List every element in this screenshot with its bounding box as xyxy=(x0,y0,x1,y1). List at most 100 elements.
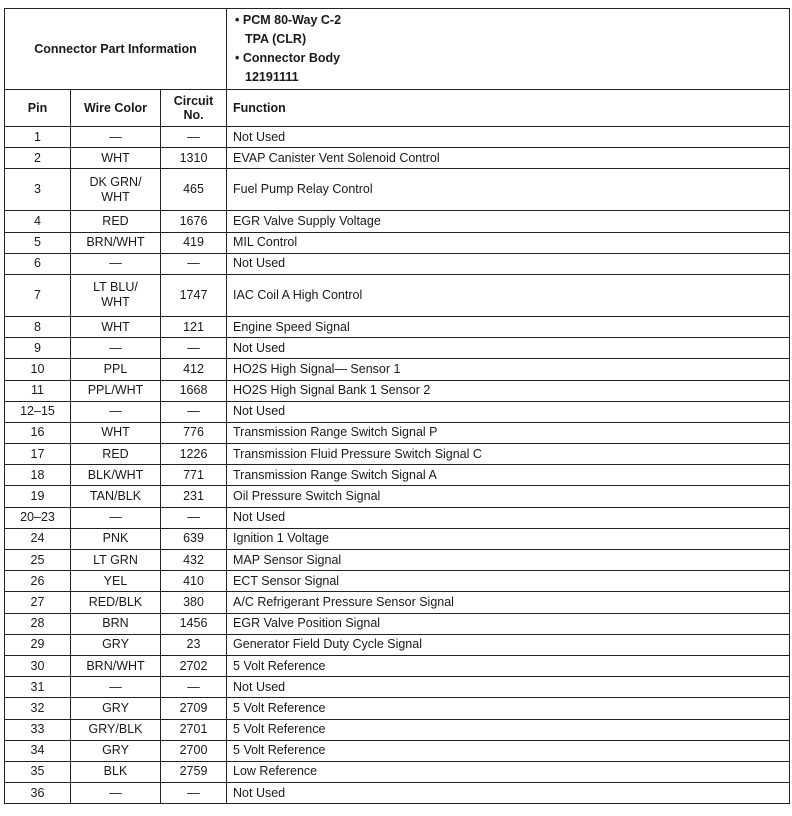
table-row: 11 PPL/WHT 1668 HO2S High Signal Bank 1 Sen… xyxy=(4,379,790,402)
circuit-cell: — xyxy=(159,400,228,423)
info-line: 12191111 xyxy=(245,70,299,84)
pin-cell: 27 xyxy=(4,591,71,614)
pin-cell: 6 xyxy=(4,252,71,275)
pin-cell: 29 xyxy=(4,633,71,656)
pin-cell: 24 xyxy=(4,527,71,551)
wire-color-cell: GRY xyxy=(70,697,161,720)
pin-cell: 31 xyxy=(4,676,71,699)
circuit-cell: 231 xyxy=(159,485,228,508)
function-cell: ECT Sensor Signal xyxy=(226,570,790,593)
circuit-cell: 2700 xyxy=(159,739,228,762)
wire-color-cell: — xyxy=(70,252,161,275)
pin-cell: 33 xyxy=(4,718,71,741)
table-row: 31— — Not Used xyxy=(4,676,790,699)
connector-table: Connector Part Information • PCM 80-Way … xyxy=(3,8,790,805)
circuit-cell: 380 xyxy=(159,591,228,614)
circuit-cell: 465 xyxy=(159,168,228,212)
pin-cell: 16 xyxy=(4,421,71,445)
circuit-cell: 2709 xyxy=(159,697,228,720)
function-cell: Not Used xyxy=(226,337,790,360)
function-cell: HO2S High Signal— Sensor 1 xyxy=(226,358,790,381)
circuit-cell: 1676 xyxy=(159,210,228,233)
function-cell: Engine Speed Signal xyxy=(226,315,790,339)
function-cell: 5 Volt Reference xyxy=(226,654,790,678)
wire-color-cell: BLK xyxy=(70,760,161,784)
table-row: 20–23— — Not Used xyxy=(4,506,790,529)
pin-cell: 28 xyxy=(4,612,71,635)
wire-color-cell: RED/BLK xyxy=(70,591,161,614)
info-line: • PCM 80-Way C-2 xyxy=(235,13,342,27)
wire-color-cell: WHT xyxy=(70,147,161,170)
function-cell: 5 Volt Reference xyxy=(226,739,790,762)
table-row: 16 WHT 776 Transmission Range Switch Signal… xyxy=(4,421,790,445)
wire-color-cell: LT GRN xyxy=(70,548,161,572)
function-cell: Transmission Range Switch Signal P xyxy=(226,421,790,445)
wire-color-cell: DK GRN/WHT xyxy=(70,168,161,212)
function-cell: Not Used xyxy=(226,676,790,699)
connector-part-info: • PCM 80-Way C-2 TPA (CLR) • Connector B… xyxy=(226,8,790,90)
function-cell: IAC Coil A High Control xyxy=(226,273,790,317)
table-row: 6— — Not Used xyxy=(4,252,790,275)
col-wire-color: Wire Color xyxy=(70,89,161,127)
pin-cell: 18 xyxy=(4,464,71,487)
pin-cell: 5 xyxy=(4,231,71,254)
wire-color-cell: BRN/WHT xyxy=(70,231,161,254)
circuit-cell: — xyxy=(159,337,228,360)
wire-color-cell: — xyxy=(70,400,161,423)
table-row: 19 TAN/BLK 231 Oil Pressure Switch Signal xyxy=(4,485,790,508)
pin-cell: 11 xyxy=(4,379,71,402)
function-cell: EGR Valve Position Signal xyxy=(226,612,790,635)
table-row: 10 PPL 412 HO2S High Signal— Sensor 1 xyxy=(4,358,790,381)
wire-color-cell: GRY xyxy=(70,739,161,762)
circuit-cell: — xyxy=(159,782,228,805)
circuit-cell: 1456 xyxy=(159,612,228,635)
function-cell: Transmission Range Switch Signal A xyxy=(226,464,790,487)
wire-color-cell: PPL xyxy=(70,358,161,381)
function-cell: Not Used xyxy=(226,506,790,529)
circuit-cell: 2759 xyxy=(159,760,228,784)
function-cell: Low Reference xyxy=(226,760,790,784)
table-row: 8 WHT 121 Engine Speed Signal xyxy=(4,315,790,339)
wire-color-cell: — xyxy=(70,676,161,699)
circuit-cell: 771 xyxy=(159,464,228,487)
pin-cell: 3 xyxy=(4,168,71,212)
table-row: 25 LT GRN 432 MAP Sensor Signal xyxy=(4,548,790,572)
table-row: 28 BRN 1456 EGR Valve Position Signal xyxy=(4,612,790,635)
pin-cell: 9 xyxy=(4,337,71,360)
circuit-cell: 1668 xyxy=(159,379,228,402)
circuit-cell: 1226 xyxy=(159,443,228,466)
circuit-cell: — xyxy=(159,506,228,529)
circuit-cell: 639 xyxy=(159,527,228,551)
pin-cell: 2 xyxy=(4,147,71,170)
table-row: 34 GRY 2700 5 Volt Reference xyxy=(4,739,790,762)
table-row: 33 GRY/BLK 2701 5 Volt Reference xyxy=(4,718,790,741)
circuit-cell: 419 xyxy=(159,231,228,254)
table-row: 29 GRY 23 Generator Field Duty Cycle Signal xyxy=(4,633,790,656)
pin-cell: 19 xyxy=(4,485,71,508)
pin-rows: 1— — Not Used 2 WHT 1310 EVAP Canister Vent So… xyxy=(4,125,790,805)
table-row: 12–15— — Not Used xyxy=(4,400,790,423)
pin-cell: 36 xyxy=(4,782,71,805)
function-cell: MIL Control xyxy=(226,231,790,254)
wire-color-cell: WHT xyxy=(70,421,161,445)
function-cell: Not Used xyxy=(226,125,790,149)
circuit-cell: — xyxy=(159,676,228,699)
circuit-cell: 776 xyxy=(159,421,228,445)
table-row: 17 RED 1226 Transmission Fluid Pressure Swi… xyxy=(4,443,790,466)
pin-cell: 25 xyxy=(4,548,71,572)
wire-color-cell: YEL xyxy=(70,570,161,593)
wire-color-cell: — xyxy=(70,782,161,805)
circuit-cell: 121 xyxy=(159,315,228,339)
circuit-cell: 412 xyxy=(159,358,228,381)
function-cell: MAP Sensor Signal xyxy=(226,548,790,572)
table-row: 27 RED/BLK 380 A/C Refrigerant Pressure Sen… xyxy=(4,591,790,614)
wire-color-cell: PPL/WHT xyxy=(70,379,161,402)
function-cell: 5 Volt Reference xyxy=(226,718,790,741)
pin-cell: 12–15 xyxy=(4,400,71,423)
wire-color-cell: BRN/WHT xyxy=(70,654,161,678)
col-circuit: Circuit No. xyxy=(159,89,228,127)
table-row: 35 BLK 2759 Low Reference xyxy=(4,760,790,784)
circuit-cell: 410 xyxy=(159,570,228,593)
pin-cell: 17 xyxy=(4,443,71,466)
table-row: 30 BRN/WHT 2702 5 Volt Reference xyxy=(4,654,790,678)
